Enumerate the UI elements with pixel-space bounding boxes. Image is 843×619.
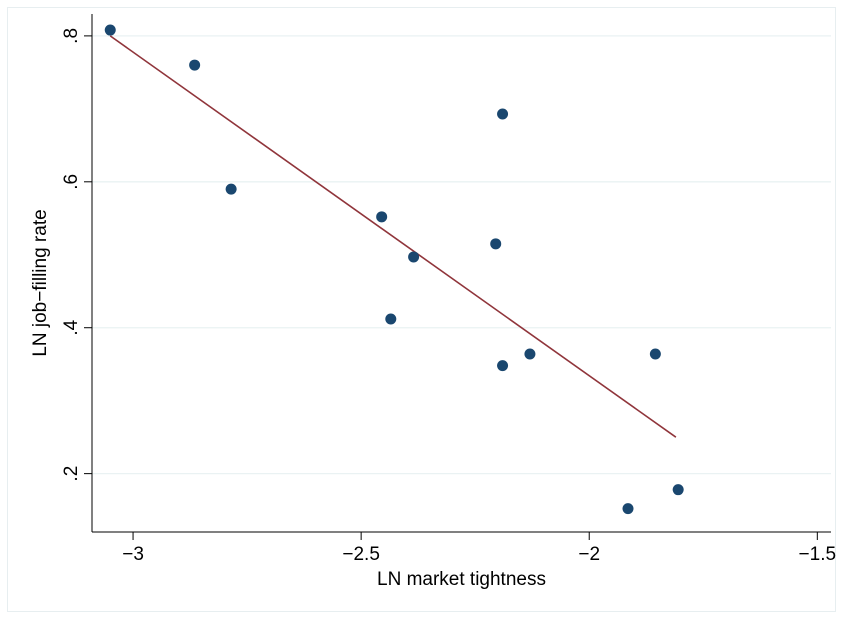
data-point-4 xyxy=(408,251,420,263)
outer-border xyxy=(7,7,836,612)
y-tick-label-3: .8 xyxy=(61,28,82,44)
data-point-9 xyxy=(524,348,536,360)
fit-line-layer xyxy=(109,35,677,438)
data-point-2 xyxy=(225,183,237,195)
y-tick-label-2: .6 xyxy=(61,174,82,190)
data-point-7 xyxy=(497,108,509,120)
axes: −3 −2.5 −2 −1.5 .2 .4 .6 .8 xyxy=(61,14,836,565)
data-point-1 xyxy=(189,59,201,71)
data-point-11 xyxy=(622,503,634,515)
data-points xyxy=(104,24,684,515)
data-point-3 xyxy=(376,211,388,223)
y-tick-label-0: .2 xyxy=(61,466,82,482)
x-tick-label-1: −2.5 xyxy=(342,544,380,565)
y-tick-label-1: .4 xyxy=(61,319,82,335)
data-point-6 xyxy=(490,238,502,250)
data-point-10 xyxy=(649,348,661,360)
data-point-5 xyxy=(385,313,397,325)
grid-lines xyxy=(92,35,831,475)
data-point-0 xyxy=(104,24,116,36)
x-tick-label-0: −3 xyxy=(122,544,144,565)
data-point-12 xyxy=(672,484,684,496)
x-tick-label-3: −1.5 xyxy=(799,544,837,565)
y-axis-title: LN job−filling rate xyxy=(30,209,51,356)
x-tick-label-2: −2 xyxy=(578,544,600,565)
x-axis-title: LN market tightness xyxy=(377,569,546,590)
data-point-8 xyxy=(497,360,509,372)
fit-line xyxy=(109,35,677,438)
